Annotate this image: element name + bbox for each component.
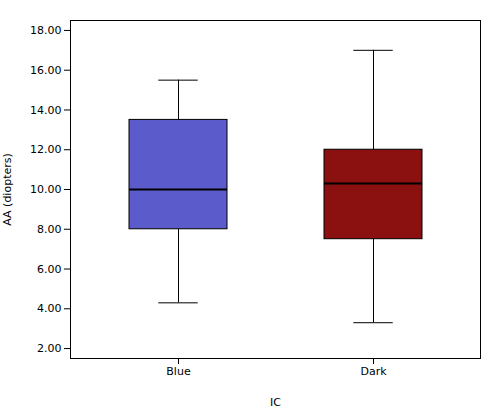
svg-text:10.00: 10.00 [30, 183, 62, 196]
svg-text:Blue: Blue [166, 365, 191, 378]
svg-text:IC: IC [270, 396, 281, 408]
svg-text:8.00: 8.00 [37, 223, 62, 236]
svg-text:Dark: Dark [360, 365, 387, 378]
svg-text:18.00: 18.00 [30, 24, 62, 37]
svg-text:14.00: 14.00 [30, 103, 62, 116]
svg-text:6.00: 6.00 [37, 263, 62, 276]
svg-text:4.00: 4.00 [37, 302, 62, 315]
svg-text:16.00: 16.00 [30, 64, 62, 77]
svg-text:12.00: 12.00 [30, 143, 62, 156]
svg-text:2.00: 2.00 [37, 342, 62, 355]
svg-text:AA (diopters): AA (diopters) [1, 153, 14, 226]
